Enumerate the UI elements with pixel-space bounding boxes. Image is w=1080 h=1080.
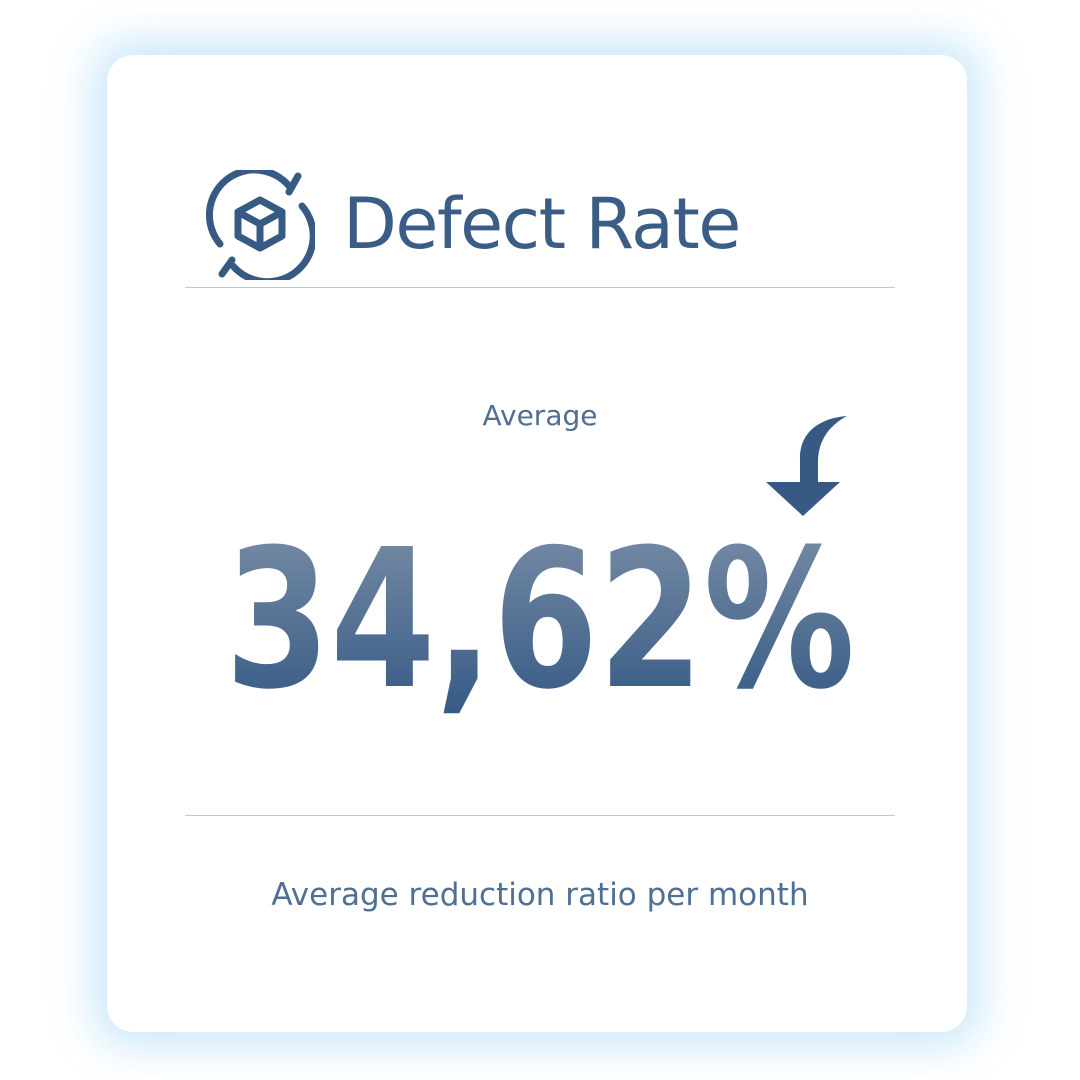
metric-label: Average xyxy=(482,399,598,432)
box-refresh-icon xyxy=(205,170,315,280)
down-arrow-icon xyxy=(766,416,847,516)
top-divider xyxy=(185,287,895,288)
card-title: Defect Rate xyxy=(343,183,741,265)
card-caption: Average reduction ratio per month xyxy=(271,877,809,913)
metric-value-text: 34,62% xyxy=(225,522,855,722)
metric-value: 34,62% xyxy=(225,522,855,722)
bottom-divider xyxy=(185,815,895,816)
